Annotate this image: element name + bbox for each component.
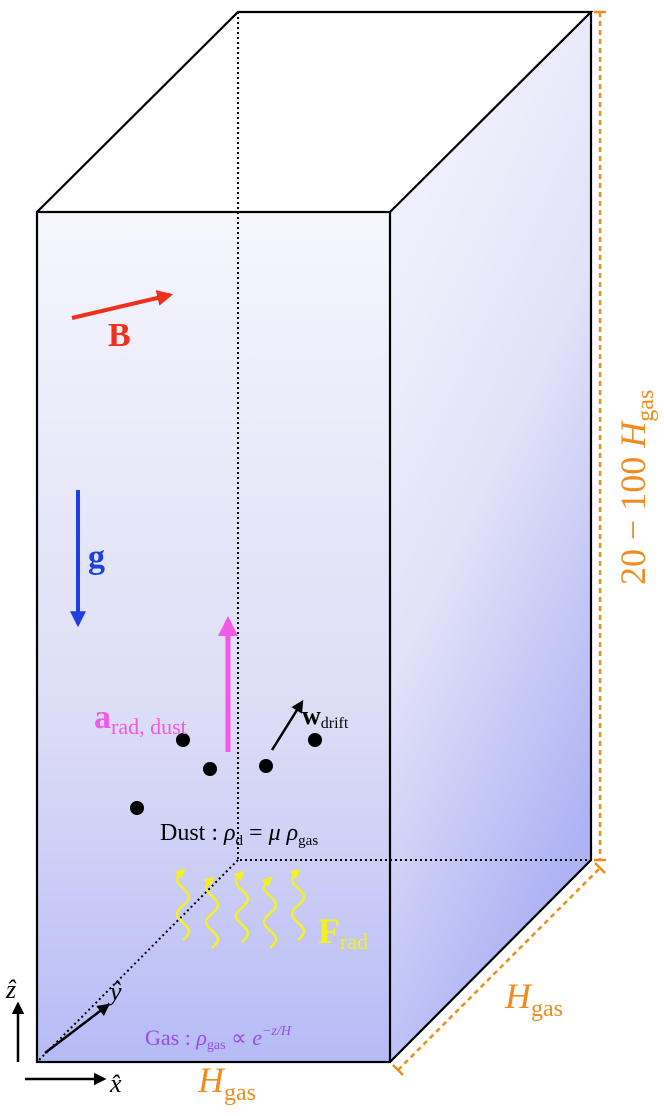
radiation-wave (289, 868, 306, 941)
radiation-wave (203, 876, 220, 949)
radiation-wave (174, 868, 191, 941)
box-front (37, 212, 390, 1062)
radiation-waves (174, 868, 306, 949)
f-label: Frad (318, 911, 368, 954)
width-label: Hgas (197, 1060, 256, 1106)
w-label: wdrift (302, 701, 349, 732)
drift-arrow (270, 699, 304, 751)
box-side (390, 12, 591, 1062)
gas-equation: Gas : ρgas ∝ e−z/H (145, 1024, 292, 1053)
dimension-lines (392, 10, 606, 1076)
b-label: B (108, 317, 131, 354)
dust-equation: Dust : ρd = μ ρgas (160, 820, 318, 849)
z-axis-label: ẑ (5, 975, 17, 1004)
g-label: g (88, 539, 105, 576)
height-label: 20 − 100 Hgas (613, 390, 659, 585)
y-axis-arrow (44, 1003, 110, 1054)
radiation-wave (233, 870, 250, 943)
y-axis-label: ŷ (107, 977, 122, 1006)
depth-label: Hgas (504, 976, 563, 1022)
x-axis-label: x̂ (109, 1069, 122, 1098)
dust-grains (130, 733, 322, 815)
radiation-wave (261, 876, 278, 949)
b-field-arrow (71, 290, 174, 320)
a-label: arad, dust (94, 699, 187, 739)
